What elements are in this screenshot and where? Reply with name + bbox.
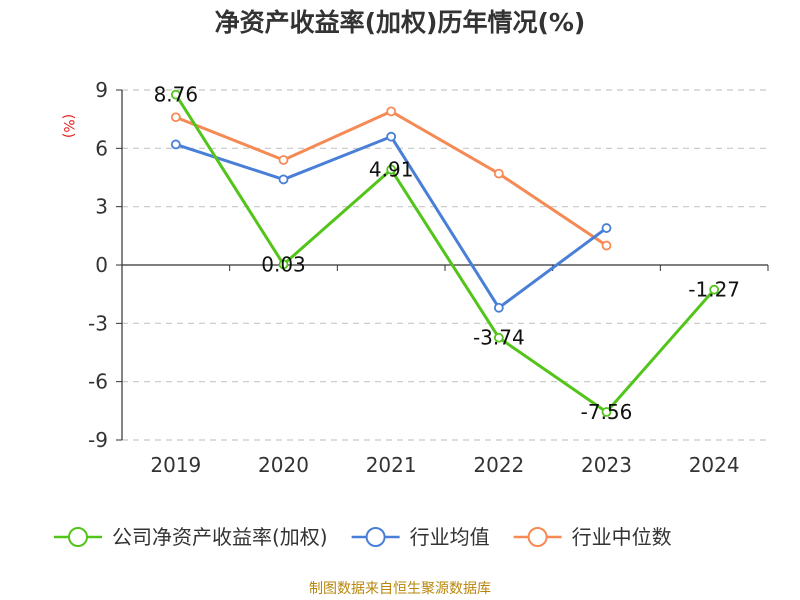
x-tick-label: 2024 — [689, 453, 740, 477]
data-point — [601, 240, 612, 251]
data-labels: 8.76 0.03 4.91 -3.74 -7.56 -1.27 — [154, 83, 740, 424]
data-point — [386, 164, 397, 175]
series-line — [174, 93, 716, 414]
data-point — [493, 302, 504, 313]
data-label: -7.56 — [581, 400, 633, 424]
x-tick-label: 2022 — [473, 453, 524, 477]
data-point — [709, 284, 720, 295]
y-tick-label: 0 — [95, 253, 108, 277]
legend-marker — [68, 527, 88, 547]
x-tick-label: 2023 — [581, 453, 632, 477]
x-tick-label: 2021 — [366, 453, 417, 477]
data-label: 8.76 — [154, 83, 199, 107]
y-tick-label: 6 — [95, 136, 108, 160]
x-tick-label: 2019 — [150, 453, 201, 477]
data-point — [493, 168, 504, 179]
data-point — [601, 407, 612, 417]
data-point — [386, 131, 397, 142]
data-point — [493, 332, 504, 343]
y-tick-label: -3 — [88, 311, 108, 335]
y-axis-label: (%) — [60, 114, 76, 138]
data-label: 4.91 — [369, 158, 414, 182]
data-label: -1.27 — [688, 278, 740, 302]
legend-item[interactable]: 行业中位数 — [513, 525, 672, 549]
legend-label: 行业中位数 — [572, 525, 672, 549]
data-point — [170, 112, 181, 123]
y-tick-label: 3 — [95, 195, 108, 219]
grid-lines — [122, 89, 768, 441]
y-tick-label: -6 — [88, 370, 108, 394]
y-tick-label: 9 — [95, 78, 108, 102]
legend-label: 公司净资产收益率(加权) — [112, 525, 328, 549]
legend-marker — [365, 527, 386, 547]
data-point — [170, 89, 181, 100]
legend-item[interactable]: 行业均值 — [351, 525, 490, 549]
legend-item[interactable]: 公司净资产收益率(加权) — [54, 525, 328, 549]
source-note: 制图数据来自恒生聚源数据库 — [309, 581, 491, 597]
chart-title: 净资产收益率(加权)历年情况(%) — [215, 8, 586, 37]
data-point — [601, 223, 612, 233]
axes: 9 6 3 0 -3 -6 -9 2019 2020 2021 2022 2023 2024 — [88, 78, 769, 477]
legend[interactable]: 公司净资产收益率(加权) 行业均值 行业中位数 — [54, 525, 672, 549]
data-point — [278, 259, 289, 270]
legend-marker — [527, 527, 548, 547]
series-lines — [170, 89, 720, 417]
y-tick-label: -9 — [88, 428, 108, 452]
data-label: -3.74 — [473, 326, 525, 350]
data-point — [170, 139, 181, 150]
legend-label: 行业均值 — [410, 525, 490, 549]
data-label: 0.03 — [261, 252, 306, 276]
data-point — [278, 155, 289, 165]
data-point — [278, 174, 289, 185]
x-tick-label: 2020 — [258, 453, 309, 477]
data-point — [386, 106, 397, 117]
